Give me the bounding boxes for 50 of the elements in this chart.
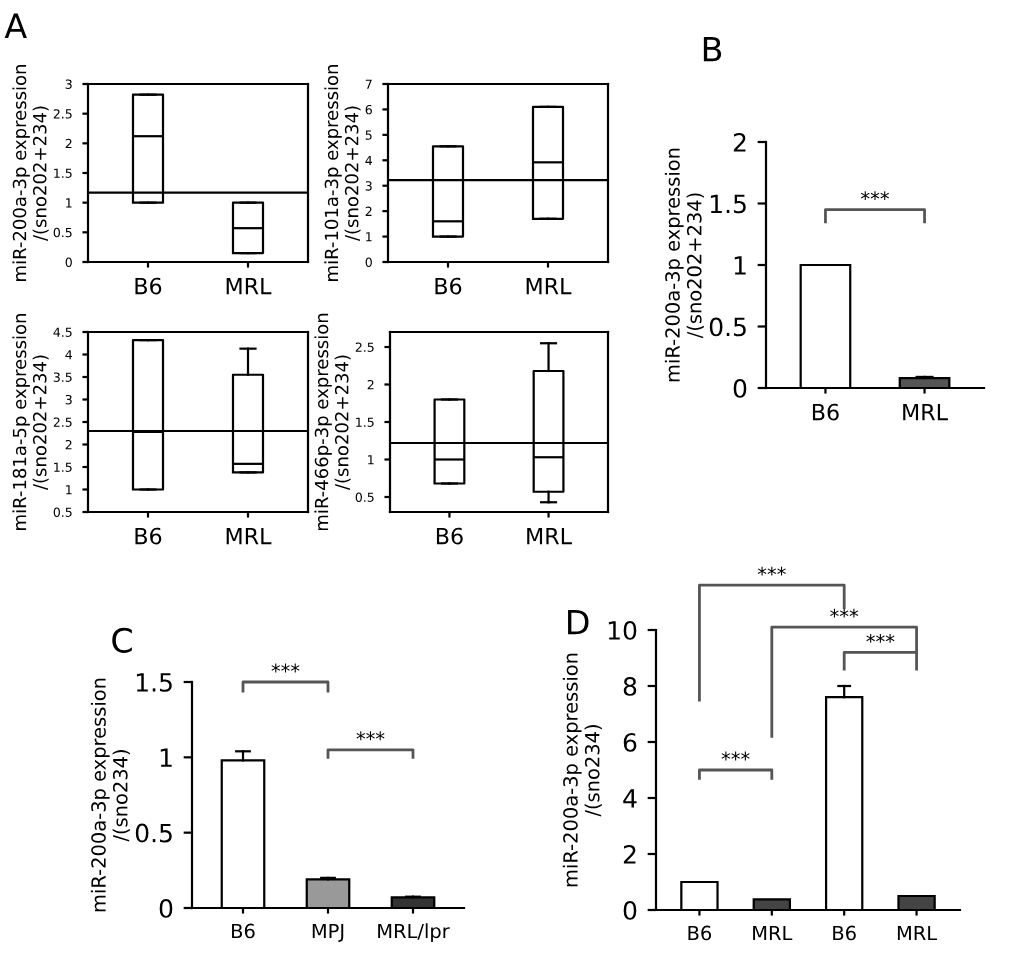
chart-title: B xyxy=(703,36,722,62)
y-tick-label: 0.5 xyxy=(709,317,746,337)
y-tick-label: 2 xyxy=(733,132,746,152)
y-tick-label: 1 xyxy=(734,256,746,275)
x-tick-label: MRL xyxy=(903,403,948,421)
x-tick-label: MRL xyxy=(527,527,572,545)
y-tick-label: 1.5 xyxy=(710,194,746,214)
y-tick-label: 0 xyxy=(733,378,747,398)
y-tick-label: 10 xyxy=(608,620,637,640)
x-tick-label: B6 xyxy=(436,527,463,545)
text: *** xyxy=(271,663,300,673)
chart-title: A xyxy=(4,13,27,38)
x-tick-label: B6 xyxy=(135,527,162,545)
x-tick-label: B6 xyxy=(435,277,462,295)
x-tick-label: MRL xyxy=(226,527,272,545)
y-tick-label: 8 xyxy=(623,676,637,696)
x-tick-label: MRL xyxy=(226,277,272,295)
y-axis-title: miR-101a-3p expression /(sno202+234) xyxy=(324,65,361,281)
y-tick-label: 0 xyxy=(159,898,173,918)
x-tick-label: MRL/lpr xyxy=(378,923,450,943)
x-tick-label: MRL xyxy=(526,277,572,295)
chart-title: D xyxy=(568,609,589,635)
y-tick-label: 1 xyxy=(160,748,172,767)
x-tick-label: MRL xyxy=(897,925,938,941)
y-axis-title: miR-200a-3p expression /(sno234) xyxy=(562,653,602,887)
x-tick-label: B6 xyxy=(812,403,839,421)
y-axis-title: miR-200a-3p expression /(sno234) xyxy=(90,678,130,912)
annotation: *** xyxy=(721,751,750,761)
chart-title: C xyxy=(112,627,132,653)
y-tick-label: 2 xyxy=(623,844,636,864)
y-axis-title: miR-466p-3p expression /(sno202+234) xyxy=(314,313,351,531)
y-axis-title: miR-200a-3p expression /(sno202+234) xyxy=(664,148,704,382)
x-tick-label: MPJ xyxy=(312,923,344,942)
y-axis-title: miR-181a-5p expression /(sno202+234) xyxy=(12,314,49,530)
y-tick-label: 6 xyxy=(623,732,637,752)
x-tick-label: B6 xyxy=(232,923,255,939)
y-tick-label: 1.5 xyxy=(136,673,172,692)
annotation: *** xyxy=(356,731,385,741)
y-tick-label: 0.5 xyxy=(135,823,172,843)
annotation: *** xyxy=(861,191,889,201)
text: *** xyxy=(830,608,859,618)
x-tick-label: MRL xyxy=(753,925,793,941)
text: *** xyxy=(757,566,786,576)
y-tick-label: 4 xyxy=(623,789,637,808)
y-tick-label: 0 xyxy=(623,900,637,920)
x-tick-label: B6 xyxy=(688,925,712,941)
x-tick-label: B6 xyxy=(833,925,856,941)
x-tick-label: B6 xyxy=(135,277,162,295)
y-axis-title: miR-200a-3p expression /(sno202+234) xyxy=(12,65,49,281)
annotation: *** xyxy=(866,633,895,643)
